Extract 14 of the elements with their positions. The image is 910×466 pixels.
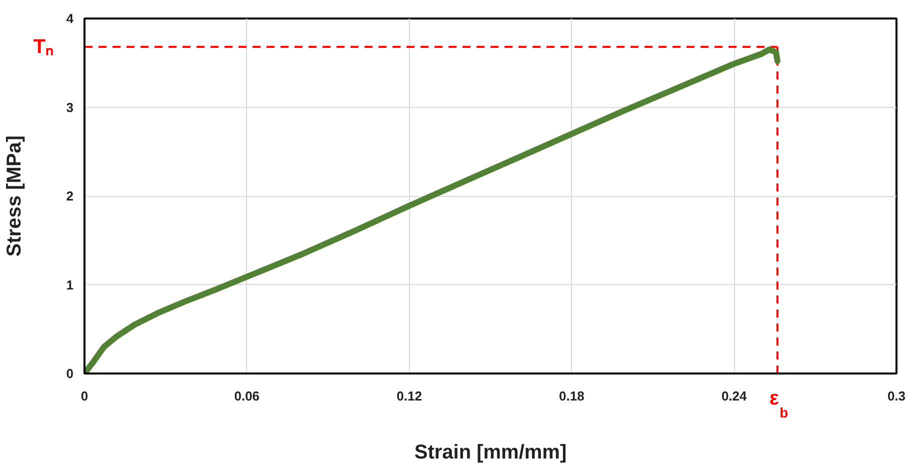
x-tick-label: 0.3 [887,388,906,404]
y-tick-label: 4 [66,11,74,26]
y-tick-label: 1 [66,277,74,292]
y-tick-label: 2 [66,188,74,204]
y-tick-label: 3 [66,100,74,115]
x-axis-title: Strain [mm/mm] [414,442,567,464]
y-tick-label: 0 [66,366,74,381]
x-tick-label: 0.12 [396,388,422,404]
x-tick-label: 0 [80,388,88,404]
ref-line-label: Tₙ [33,36,54,58]
y-axis-title: Stress [MPa] [3,135,26,257]
x-tick-label: 0.18 [559,388,584,404]
x-tick-label: 0.06 [234,388,260,404]
x-tick-label: 0.24 [721,388,748,404]
